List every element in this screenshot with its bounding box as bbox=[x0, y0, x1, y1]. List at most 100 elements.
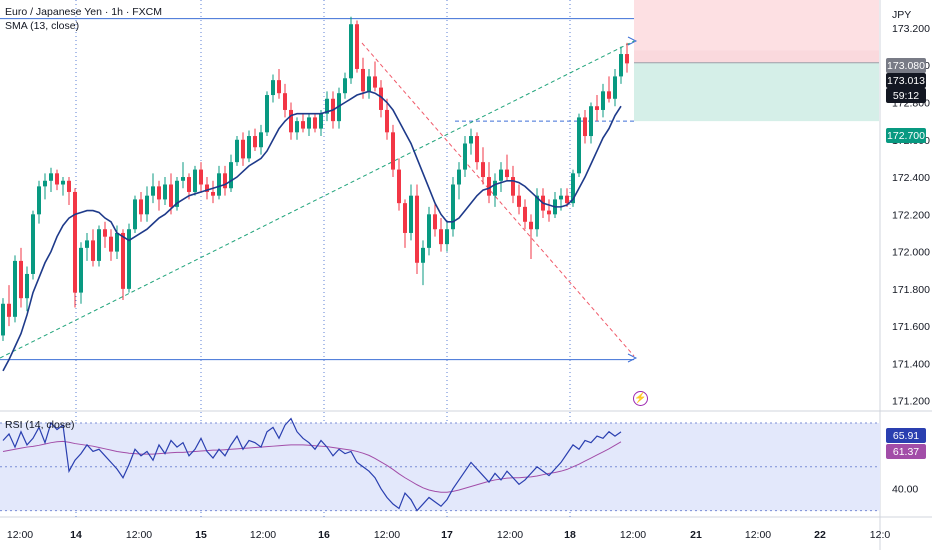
candle-body bbox=[559, 195, 563, 200]
candle-body bbox=[355, 24, 359, 69]
candle-body bbox=[349, 24, 353, 79]
candle-body bbox=[13, 260, 17, 317]
time-tick-label: 17 bbox=[441, 529, 453, 541]
candle bbox=[589, 102, 593, 144]
candle bbox=[7, 285, 11, 327]
time-tick-label: 12:00 bbox=[7, 529, 33, 541]
candle-body bbox=[115, 232, 119, 252]
candle bbox=[121, 229, 125, 301]
candle bbox=[373, 61, 377, 92]
candle bbox=[475, 132, 479, 170]
candle bbox=[583, 109, 587, 144]
candle bbox=[565, 188, 569, 207]
candle bbox=[211, 180, 215, 204]
rsi-line bbox=[2, 417, 622, 512]
candle-body bbox=[61, 180, 65, 185]
candle-body bbox=[49, 173, 53, 181]
candle-body bbox=[547, 210, 551, 215]
candle-body bbox=[103, 229, 107, 237]
candle bbox=[571, 169, 575, 207]
rsi-value-tag: 65.91 bbox=[886, 428, 926, 443]
candle-body bbox=[499, 169, 503, 181]
candle-body bbox=[517, 195, 521, 207]
time-tick-label: 12:0 bbox=[870, 529, 891, 541]
symbol-legend: Euro / Japanese Yen · 1h · FXCM bbox=[5, 6, 163, 18]
candle bbox=[433, 203, 437, 237]
candle-body bbox=[109, 236, 113, 252]
candle-body bbox=[601, 91, 605, 110]
candle-body bbox=[595, 106, 599, 110]
price-tick-label: 172.400 bbox=[892, 172, 930, 184]
candle-body bbox=[451, 184, 455, 230]
stop-price-tag: 173.080 bbox=[886, 58, 926, 73]
candle-body bbox=[91, 240, 95, 261]
candle bbox=[253, 128, 257, 151]
candle bbox=[613, 68, 617, 107]
candle-body bbox=[151, 186, 155, 196]
candle-body bbox=[271, 80, 275, 96]
candle bbox=[595, 95, 599, 122]
candle bbox=[133, 195, 137, 233]
candle-body bbox=[235, 139, 239, 163]
candle bbox=[313, 113, 317, 133]
currency-label[interactable]: JPY bbox=[892, 9, 912, 21]
candle bbox=[43, 173, 47, 200]
candle-body bbox=[205, 184, 209, 192]
candle-body bbox=[253, 136, 257, 148]
candle-body bbox=[475, 136, 479, 163]
candle bbox=[13, 255, 17, 323]
candle-body bbox=[211, 191, 215, 196]
candle bbox=[145, 186, 149, 222]
candle bbox=[451, 177, 455, 237]
candle-body bbox=[289, 109, 293, 133]
candle-body bbox=[397, 169, 401, 204]
candle bbox=[517, 184, 521, 215]
rsi-tick-label: 40.00 bbox=[892, 484, 918, 496]
candle-body bbox=[427, 214, 431, 248]
candle-body bbox=[415, 195, 419, 263]
candle bbox=[49, 167, 53, 192]
candle bbox=[601, 83, 605, 118]
candle-body bbox=[463, 143, 467, 170]
sma-legend: SMA (13, close) bbox=[5, 20, 80, 32]
candle-body bbox=[145, 195, 149, 215]
candle bbox=[367, 68, 371, 99]
candle bbox=[481, 147, 485, 185]
rsi-ma-tag: 61.37 bbox=[886, 444, 926, 459]
candle bbox=[37, 180, 41, 224]
candle-body bbox=[319, 113, 323, 129]
candle-body bbox=[301, 121, 305, 129]
candle-body bbox=[97, 229, 101, 261]
candle-body bbox=[37, 186, 41, 215]
candle-body bbox=[469, 136, 473, 144]
candle bbox=[235, 136, 239, 166]
candle-body bbox=[445, 229, 449, 245]
candle-body bbox=[127, 229, 131, 289]
candle-body bbox=[193, 169, 197, 192]
lightning-icon[interactable]: ⚡ bbox=[633, 391, 648, 406]
candle bbox=[169, 173, 173, 215]
candle-body bbox=[457, 169, 461, 185]
candle-body bbox=[529, 221, 533, 230]
candle-body bbox=[25, 273, 29, 299]
candle bbox=[193, 165, 197, 196]
candle bbox=[127, 223, 131, 293]
candle bbox=[325, 91, 329, 122]
candle-body bbox=[583, 117, 587, 137]
candle bbox=[379, 80, 383, 118]
candle bbox=[241, 132, 245, 166]
candle-body bbox=[199, 169, 203, 185]
candle-body bbox=[523, 206, 527, 222]
candle bbox=[349, 16, 353, 84]
candle bbox=[199, 162, 203, 192]
candle-body bbox=[361, 68, 365, 92]
candle bbox=[469, 128, 473, 155]
candle bbox=[79, 242, 83, 304]
candle bbox=[343, 72, 347, 99]
time-tick-label: 12:00 bbox=[745, 529, 771, 541]
uptrend-dashed-line bbox=[0, 40, 635, 359]
candle-body bbox=[295, 121, 299, 133]
candle-body bbox=[409, 195, 413, 233]
